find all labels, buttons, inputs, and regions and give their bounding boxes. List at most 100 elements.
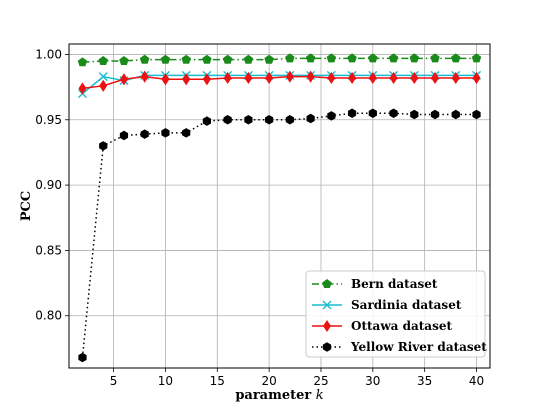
data-point: [430, 53, 440, 63]
data-point: [347, 53, 357, 63]
y-tick-label: 0.80: [35, 309, 62, 323]
data-point: [119, 73, 128, 86]
data-point: [451, 53, 461, 63]
data-point: [327, 71, 336, 85]
legend-marker: [322, 342, 332, 352]
data-point: [202, 73, 211, 86]
series: [77, 70, 482, 99]
series: [78, 108, 481, 363]
legend-label: Yellow River dataset: [350, 340, 487, 354]
data-point: [99, 141, 108, 151]
series-line: [82, 74, 477, 95]
legend-label: Ottawa dataset: [351, 319, 452, 333]
data-point: [202, 54, 212, 64]
x-tick-label: 10: [158, 374, 173, 388]
data-point: [182, 128, 191, 138]
y-tick-label: 1.00: [35, 47, 62, 61]
data-point: [244, 115, 253, 125]
data-point: [327, 111, 336, 121]
data-point: [430, 109, 440, 120]
data-point: [244, 71, 253, 85]
legend-box: [305, 270, 486, 358]
x-tick-label: 20: [261, 374, 276, 388]
x-tick-label: 15: [210, 374, 225, 388]
data-point: [306, 70, 315, 83]
data-point: [285, 70, 294, 83]
data-point: [472, 109, 481, 120]
legend-marker: [323, 319, 331, 333]
legend-label: Bern dataset: [351, 277, 438, 291]
x-tick-label: 40: [469, 374, 484, 388]
data-point: [119, 130, 129, 141]
data-point: [389, 108, 398, 118]
data-point: [140, 129, 149, 139]
data-point: [223, 115, 232, 125]
data-point: [306, 113, 315, 124]
data-point: [265, 71, 274, 85]
legend-entry: Yellow River dataset: [312, 340, 487, 354]
data-point: [223, 71, 232, 85]
data-point: [243, 54, 254, 64]
grid: [69, 44, 490, 368]
data-point: [285, 115, 294, 125]
data-point: [140, 70, 149, 83]
legend-entry: Bern dataset: [312, 277, 438, 291]
data-point: [305, 53, 316, 63]
legend-entry: Ottawa dataset: [312, 319, 452, 333]
data-point: [161, 128, 170, 138]
y-axis-ticks: 0.80 0.85 0.90 0.95 1.00: [35, 47, 69, 323]
data-point: [326, 53, 337, 63]
data-point: [139, 54, 150, 64]
data-point: [161, 73, 170, 86]
x-tick-label: 5: [110, 374, 118, 388]
data-point: [410, 71, 419, 85]
x-tick-label: 35: [417, 374, 432, 388]
data-point: [431, 71, 440, 85]
legend-marker: [322, 300, 332, 310]
data-point: [222, 54, 233, 64]
x-axis-label-variable: k: [316, 388, 324, 403]
x-axis-label: parameter k: [235, 388, 323, 403]
data-point: [264, 54, 274, 64]
data-point: [202, 116, 212, 126]
series-layer: [77, 53, 482, 363]
series: [77, 53, 482, 67]
plot-frame: [68, 43, 491, 369]
data-point: [389, 71, 398, 85]
data-point: [409, 53, 420, 63]
data-point: [451, 71, 460, 85]
legend-label: Sardinia dataset: [351, 298, 462, 312]
data-point: [347, 108, 357, 118]
data-point: [285, 53, 295, 63]
y-axis-label: PCC: [19, 191, 34, 221]
data-point: [368, 108, 377, 118]
x-tick-label: 30: [365, 374, 380, 388]
x-axis-label-main: parameter: [235, 388, 315, 403]
data-point: [181, 54, 191, 64]
y-tick-label: 0.85: [35, 243, 62, 257]
data-point: [368, 71, 377, 85]
legend-entry: Sardinia dataset: [312, 298, 462, 312]
legend: Bern dataset Sardinia dataset Ottawa datas…: [305, 270, 487, 358]
x-axis-ticks: 5 10 15 20 25 30 35 40: [110, 368, 484, 388]
data-point: [78, 352, 87, 363]
legend-items: Bern dataset Sardinia dataset Ottawa datas…: [312, 277, 487, 354]
data-point: [78, 82, 87, 95]
data-point: [472, 71, 481, 85]
series: [78, 70, 481, 95]
data-point: [265, 115, 274, 125]
data-point: [471, 53, 482, 63]
data-point: [98, 72, 108, 82]
data-point: [182, 73, 191, 86]
y-tick-label: 0.90: [35, 178, 62, 192]
y-tick-label: 0.95: [35, 113, 62, 127]
legend-marker: [322, 279, 332, 289]
data-point: [348, 71, 357, 85]
data-point: [98, 56, 108, 66]
data-point: [160, 54, 171, 64]
data-point: [410, 109, 419, 120]
data-point: [99, 79, 108, 92]
data-point: [451, 109, 460, 120]
data-point: [368, 53, 378, 63]
